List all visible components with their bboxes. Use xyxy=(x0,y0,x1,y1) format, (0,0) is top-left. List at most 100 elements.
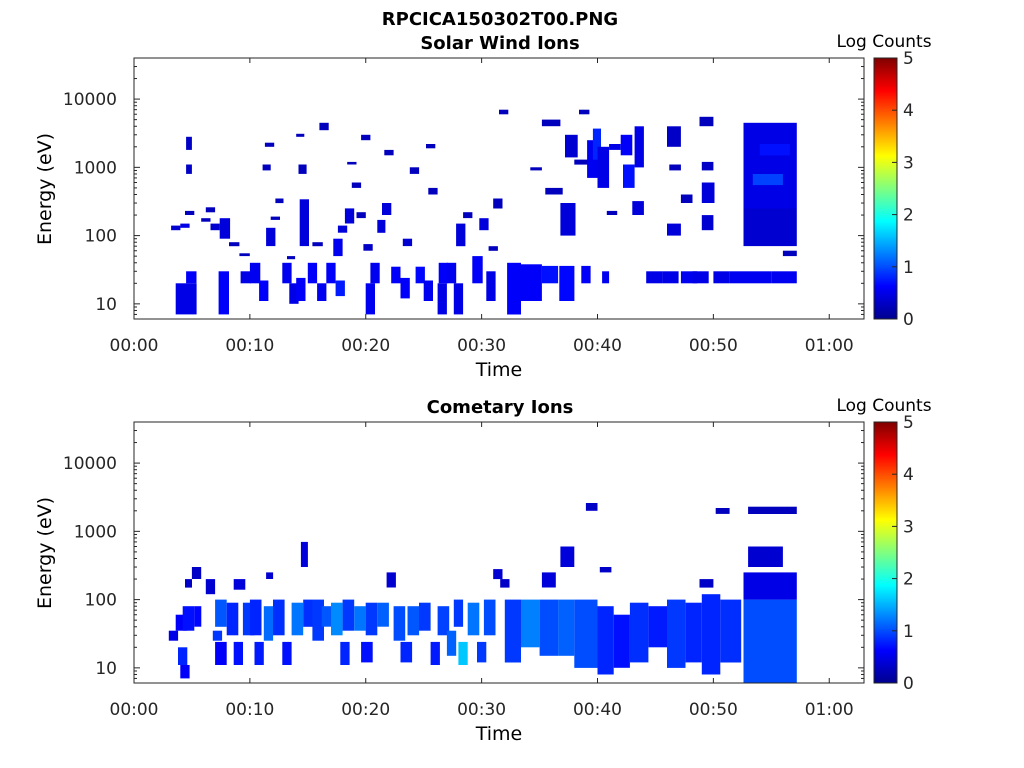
colorbar-tick-label: 2 xyxy=(903,570,914,590)
heatmap-cell xyxy=(402,238,413,247)
heatmap-cell xyxy=(685,602,702,663)
heatmap-cell xyxy=(266,227,276,247)
heatmap-cell xyxy=(579,109,590,115)
heatmap-cell xyxy=(669,164,681,171)
heatmap-cell xyxy=(648,606,667,648)
heatmap-cell xyxy=(453,599,464,627)
heatmap-cell xyxy=(504,599,521,663)
heatmap-cell xyxy=(186,164,192,174)
heatmap-cell xyxy=(287,256,296,260)
heatmap-cell xyxy=(331,602,343,636)
heatmap-cell xyxy=(541,572,556,588)
x-tick-label: 00:50 xyxy=(689,336,738,356)
heatmap-cell xyxy=(299,199,309,247)
heatmap-cell xyxy=(438,262,448,284)
heatmap-cell xyxy=(559,265,575,301)
heatmap-cell xyxy=(384,149,394,156)
heatmap-cell xyxy=(541,265,559,284)
heatmap-cell xyxy=(168,630,179,641)
heatmap-cell xyxy=(602,271,610,284)
heatmap-cell xyxy=(319,122,329,131)
heatmap-cell xyxy=(180,665,190,679)
heatmap-cell xyxy=(782,250,797,257)
heatmap-cell xyxy=(771,271,797,284)
colorbar-tick-label: 3 xyxy=(903,153,914,173)
heatmap-cell xyxy=(365,283,375,315)
heatmap-cell xyxy=(609,144,621,150)
x-tick-label: 00:00 xyxy=(110,336,159,356)
heatmap-cell xyxy=(171,225,181,231)
x-tick-label: 00:00 xyxy=(110,700,159,720)
heatmap-cell xyxy=(264,142,275,147)
heatmap-cell xyxy=(393,606,406,641)
heatmap-cell xyxy=(713,271,730,284)
heatmap-cell xyxy=(229,242,240,247)
heatmap-cell xyxy=(426,144,436,149)
heatmap-cell xyxy=(337,225,348,233)
heatmap-cell xyxy=(354,606,366,631)
heatmap-cell xyxy=(298,164,307,174)
heatmap-cell xyxy=(539,599,559,656)
heatmap-cell xyxy=(545,187,563,195)
heatmap-cell xyxy=(488,246,498,251)
heatmap-cell xyxy=(210,223,220,231)
x-axis-label: Time xyxy=(475,723,523,745)
heatmap-cell xyxy=(483,599,496,636)
heatmap-cell xyxy=(472,256,483,284)
plot-frame xyxy=(133,57,865,320)
heatmap-cell xyxy=(667,599,686,668)
heatmap-cell xyxy=(748,506,797,514)
heatmap-cell xyxy=(748,546,783,567)
heatmap-cell xyxy=(560,203,576,236)
x-tick-label: 01:00 xyxy=(805,336,854,356)
x-tick-label: 00:20 xyxy=(341,700,390,720)
heatmap-cell xyxy=(205,579,216,595)
heatmap-cell xyxy=(296,277,306,301)
colorbar-tick-label: 4 xyxy=(903,101,914,121)
heatmap-cell xyxy=(521,264,542,301)
panel-title: Cometary Ions xyxy=(427,397,574,418)
heatmap-cell xyxy=(701,182,715,203)
y-tick-label: 100 xyxy=(85,591,117,611)
y-axis-label: Energy (eV) xyxy=(34,497,56,609)
heatmap-cell xyxy=(191,567,202,579)
heatmap-cell xyxy=(377,219,386,233)
y-tick-label: 1000 xyxy=(74,158,117,178)
heatmap-cell xyxy=(597,606,614,675)
heatmap-cell xyxy=(599,567,612,573)
heatmap-cell xyxy=(344,208,355,224)
heatmap-cell xyxy=(692,271,709,284)
heatmap-cell xyxy=(273,599,285,636)
heatmap-cell xyxy=(275,198,284,204)
heatmap-cell xyxy=(667,126,681,147)
heatmap-cell xyxy=(437,283,447,315)
heatmap-cell xyxy=(574,599,598,668)
heatmap-cell xyxy=(493,198,503,209)
heatmap-cell xyxy=(296,133,305,137)
x-tick-label: 00:20 xyxy=(341,336,390,356)
heatmap-cell xyxy=(175,614,188,631)
heatmap-cell xyxy=(342,599,355,631)
colorbar-tick-label: 0 xyxy=(903,674,914,694)
heatmap-cell xyxy=(646,271,663,284)
heatmap-cell xyxy=(486,271,496,301)
heatmap-cell xyxy=(581,265,591,284)
colorbar-tick-label: 4 xyxy=(903,465,914,485)
heatmap-cell xyxy=(680,194,693,203)
heatmap-cell xyxy=(699,579,714,588)
heatmap-cell xyxy=(282,641,292,665)
heatmap-cell xyxy=(178,647,188,665)
heatmap-cell xyxy=(743,208,797,247)
heatmap-cell xyxy=(507,262,521,315)
panel-cometary-ions: Cometary Ions 00:00 00:10 00:20 00:30 00:40 0… xyxy=(34,396,932,745)
heatmap-cell xyxy=(477,641,487,663)
colorbar-label: Log Counts xyxy=(836,32,931,52)
heatmap-cell xyxy=(205,207,216,213)
heatmap-cell xyxy=(180,223,190,228)
heatmap-cell xyxy=(456,223,466,247)
heatmap-cell xyxy=(565,134,578,158)
heatmap-cell xyxy=(715,508,730,514)
heatmap-cell xyxy=(303,599,313,627)
heatmap-cell xyxy=(219,218,231,239)
